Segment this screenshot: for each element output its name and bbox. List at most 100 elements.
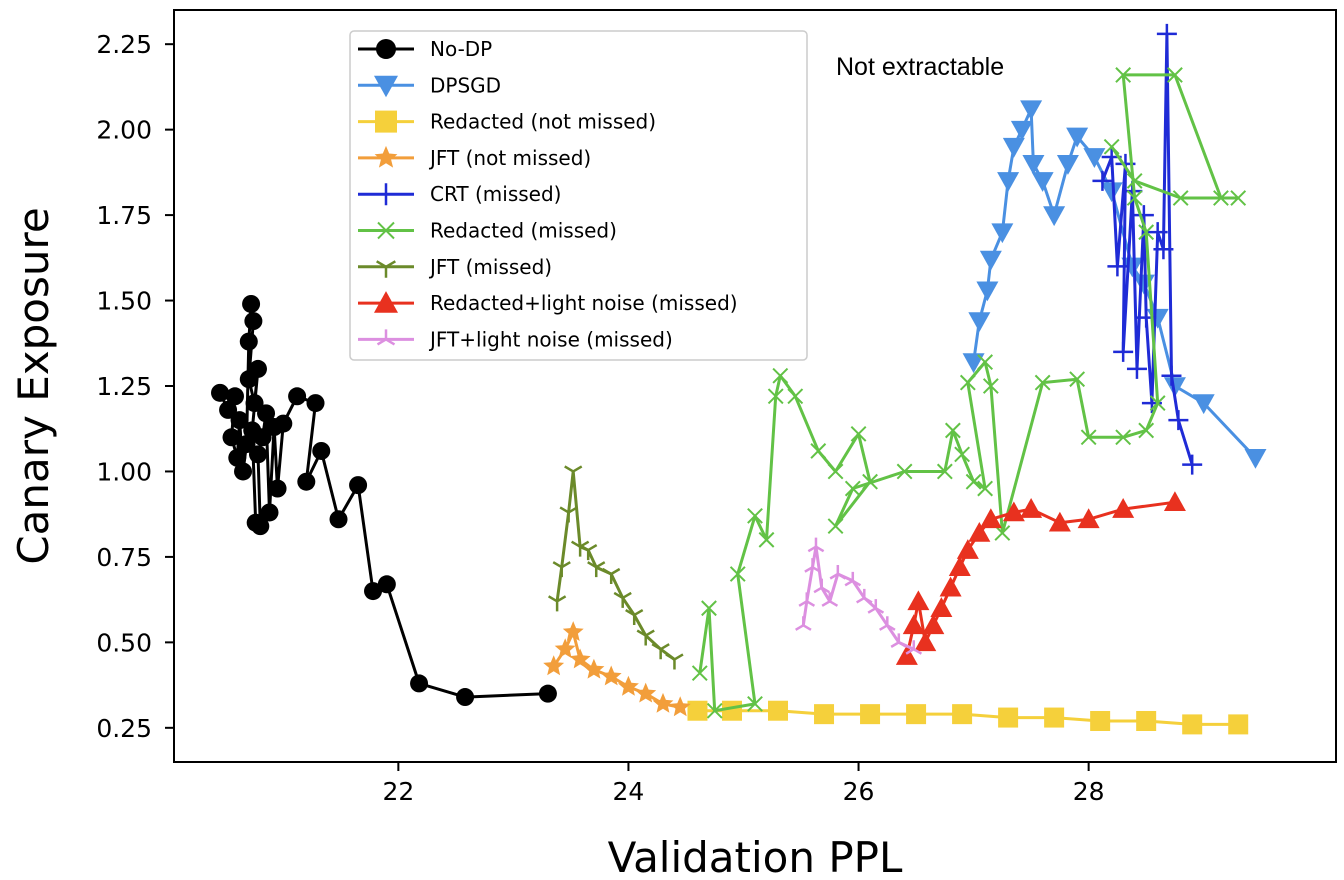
data-point-dpsgd-10 — [1031, 172, 1054, 192]
data-point-dpsgd-3 — [979, 250, 1002, 271]
data-point-dpsgd-20 — [1192, 394, 1215, 415]
series-line-dpsgd — [972, 107, 1257, 459]
data-point-redacted-light-noise-missed-0 — [895, 645, 918, 665]
y-tick-label-1.25: 1.25 — [96, 372, 152, 401]
data-point-crt-missed-0 — [1092, 170, 1113, 191]
legend-item-jft-light-noise-missed: JFT+light noise (missed) — [358, 327, 673, 351]
legend-item-jft-missed: JFT (missed) — [358, 255, 552, 279]
data-point-redacted-light-noise-missed-11 — [1002, 501, 1025, 522]
data-point-jft-missed-6 — [587, 561, 606, 578]
y-tick-label-1.50: 1.50 — [96, 287, 152, 316]
data-point-dpsgd-5 — [997, 172, 1020, 192]
legend-item-redacted-not-missed: Redacted (not missed) — [358, 110, 656, 134]
data-point-redacted-not-missed-9 — [1090, 710, 1111, 731]
data-point-redacted-missed-25 — [994, 525, 1011, 541]
data-point-dpsgd-15 — [1100, 182, 1123, 203]
data-point-redacted-not-missed-11 — [1182, 714, 1203, 735]
series-line-no-dp — [218, 302, 548, 699]
data-point-jft-missed-2 — [559, 506, 578, 523]
x-tick-label-22: 22 — [382, 777, 414, 806]
data-point-redacted-not-missed-4 — [860, 704, 881, 725]
data-point-no-dp-29 — [349, 476, 368, 495]
data-point-redacted-light-noise-missed-6 — [939, 576, 962, 597]
data-point-redacted-missed-14 — [827, 518, 844, 535]
data-point-dpsgd-11 — [1043, 206, 1066, 227]
data-point-redacted-missed-31 — [1149, 395, 1166, 411]
data-point-redacted-missed-33 — [1126, 190, 1143, 206]
data-point-jft-not-missed-7 — [635, 682, 657, 703]
legend-frame — [349, 30, 808, 361]
data-point-redacted-missed-23 — [977, 354, 994, 370]
data-point-redacted-missed-12 — [850, 425, 867, 442]
legend-label-redacted-light-noise-missed: Redacted+light noise (missed) — [430, 291, 738, 315]
series-jft-not-missed — [543, 621, 691, 717]
data-point-no-dp-17 — [248, 445, 267, 464]
data-point-jft-missed-12 — [665, 653, 684, 670]
data-point-redacted-missed-37 — [1230, 190, 1247, 206]
data-point-redacted-not-missed-8 — [1044, 707, 1065, 728]
data-point-jft-not-missed-4 — [583, 658, 605, 679]
data-point-no-dp-13 — [248, 359, 267, 378]
data-point-no-dp-7 — [237, 435, 256, 454]
data-point-jft-light-noise-missed-0 — [795, 616, 812, 631]
data-point-redacted-missed-39 — [1126, 173, 1143, 189]
series-layer — [211, 23, 1267, 735]
data-point-crt-missed-12 — [1156, 23, 1177, 44]
data-point-redacted-missed-8 — [772, 367, 789, 384]
data-point-redacted-missed-34 — [1115, 67, 1132, 83]
annotation-not-extractable: Not extractable — [836, 53, 1004, 81]
data-point-redacted-missed-36 — [1213, 190, 1229, 206]
data-point-crt-missed-10 — [1147, 222, 1168, 243]
data-point-redacted-missed-15 — [844, 480, 861, 497]
legend-label-redacted-not-missed: Redacted (not missed) — [430, 110, 656, 134]
data-point-redacted-missed-13 — [862, 473, 878, 490]
data-point-redacted-light-noise-missed-1 — [902, 614, 925, 635]
series-line-jft-light-noise-missed — [801, 545, 915, 651]
legend-item-redacted-missed: Redacted (missed) — [358, 219, 617, 243]
legend-item-jft-not-missed: JFT (not missed) — [358, 145, 591, 170]
data-point-no-dp-22 — [268, 479, 287, 498]
data-point-jft-missed-3 — [564, 465, 583, 482]
y-axis-label: Canary Exposure — [9, 207, 58, 564]
data-point-jft-not-missed-1 — [554, 638, 576, 659]
legend-marker-crt-missed — [375, 183, 397, 206]
data-point-jft-not-missed-9 — [669, 696, 691, 717]
data-point-redacted-missed-7 — [767, 388, 784, 405]
legend-label-jft-not-missed: JFT (not missed) — [428, 146, 591, 170]
data-point-jft-light-noise-missed-2 — [804, 558, 821, 573]
y-tick-label-2.00: 2.00 — [96, 116, 152, 145]
data-point-redacted-missed-16 — [896, 463, 913, 480]
data-point-crt-missed-2 — [1107, 256, 1128, 277]
y-tick-label-2.25: 2.25 — [96, 30, 152, 59]
data-point-jft-light-noise-missed-10 — [879, 616, 896, 631]
series-line-crt-missed — [1101, 32, 1194, 466]
series-dpsgd — [962, 100, 1267, 469]
data-point-jft-light-noise-missed-6 — [829, 565, 847, 580]
data-point-crt-missed-11 — [1153, 239, 1174, 260]
series-redacted-missed — [691, 67, 1247, 719]
data-point-redacted-not-missed-0 — [687, 700, 708, 721]
legend-marker-dpsgd — [374, 75, 398, 98]
data-point-dpsgd-1 — [968, 312, 991, 333]
y-tick-label-1.75: 1.75 — [96, 201, 152, 230]
legend-label-jft-missed: JFT (missed) — [428, 255, 552, 279]
axes-layer: 22 24 26 28 0.25 0.50 0.75 1.00 1.25 1.50 1.75 2.00… — [96, 30, 1104, 806]
data-point-no-dp-28 — [329, 510, 348, 529]
data-point-jft-missed-5 — [579, 543, 598, 561]
data-point-dpsgd-9 — [1022, 155, 1045, 175]
data-point-dpsgd-7 — [1010, 120, 1033, 141]
data-point-redacted-missed-22 — [959, 374, 976, 391]
data-point-no-dp-6 — [234, 462, 253, 481]
data-point-redacted-missed-26 — [1034, 374, 1051, 391]
data-point-no-dp-31 — [377, 575, 396, 594]
data-point-redacted-missed-6 — [758, 531, 775, 548]
data-point-redacted-light-noise-missed-7 — [948, 556, 971, 576]
data-point-redacted-missed-30 — [1138, 422, 1155, 439]
data-point-jft-missed-0 — [547, 595, 567, 612]
data-point-dpsgd-13 — [1066, 127, 1089, 148]
data-point-no-dp-12 — [245, 394, 264, 413]
data-point-redacted-light-noise-missed-15 — [1112, 498, 1135, 518]
data-point-no-dp-8 — [239, 332, 258, 351]
data-point-redacted-missed-27 — [1069, 371, 1086, 388]
data-point-redacted-light-noise-missed-13 — [1048, 511, 1071, 532]
